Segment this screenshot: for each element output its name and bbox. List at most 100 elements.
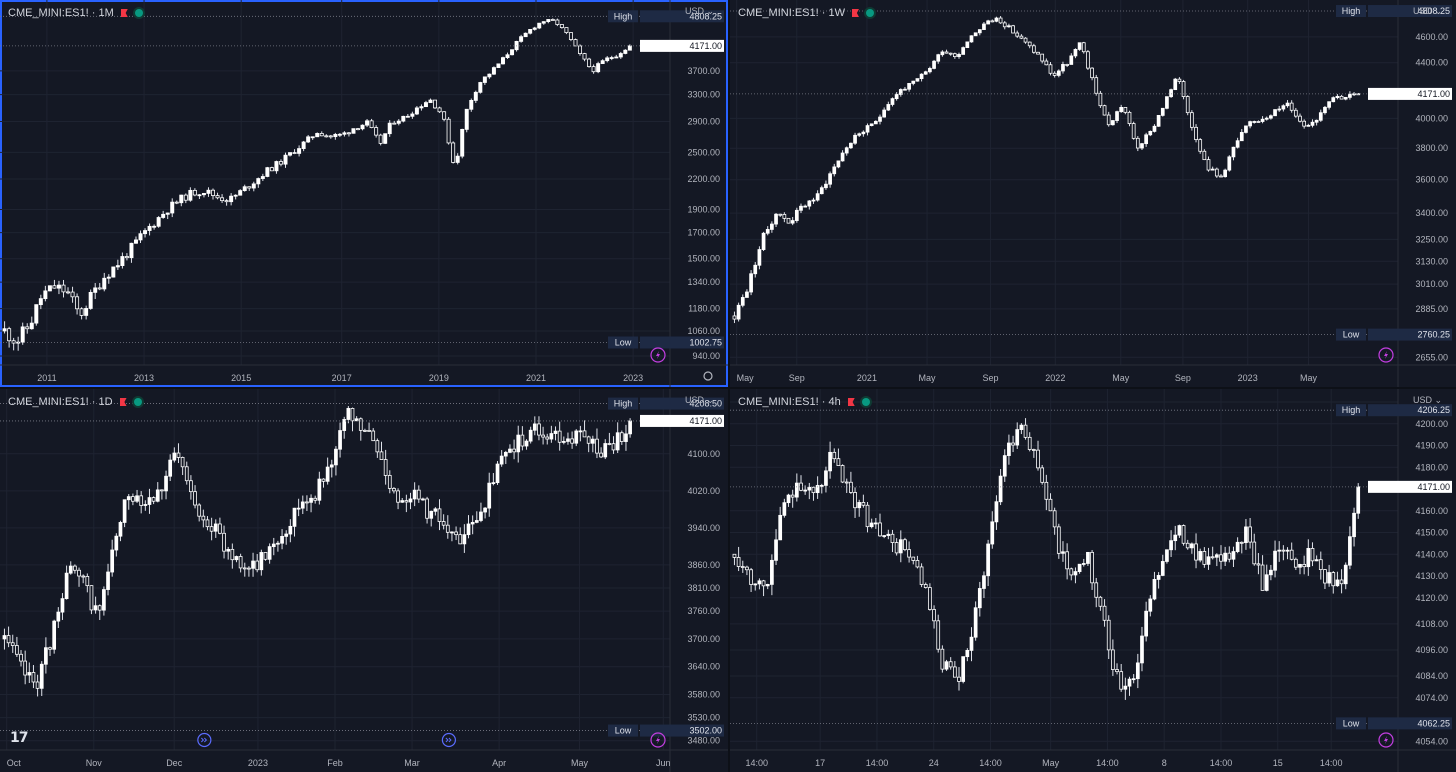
flag-icon[interactable] [851, 9, 859, 17]
candle [1094, 577, 1099, 608]
candle [923, 70, 928, 75]
candle [790, 489, 795, 508]
symbol-label[interactable]: CME_MINI:ES1! · 4h [738, 396, 841, 408]
candle [222, 525, 226, 559]
candle [1098, 90, 1103, 108]
candle [234, 555, 239, 563]
candlestick-chart[interactable]: 4600.00 4400.00 4000.00 3800.00 3600.00 3400.… [730, 0, 1456, 387]
candle [982, 21, 986, 30]
y-tick-label: 1340.00 [687, 277, 720, 287]
flag-icon[interactable] [847, 398, 855, 406]
candle [618, 51, 623, 59]
candle [84, 305, 89, 320]
candle [455, 153, 460, 165]
flag-icon[interactable] [120, 9, 128, 17]
y-tick-label: 2500.00 [687, 147, 720, 157]
chart-pane-4h[interactable]: 4200.00 4190.00 4180.00 4160.00 4150.00 4140.… [730, 389, 1456, 772]
chart-title[interactable]: CME_MINI:ES1! · 1W [738, 7, 874, 19]
candle [460, 128, 465, 159]
candle [607, 432, 612, 446]
candle [469, 98, 474, 112]
lightning-icon[interactable] [1378, 732, 1394, 748]
candlestick-chart[interactable]: 3700.00 3300.00 2900.00 2500.00 2200.00 1900.… [0, 0, 728, 387]
candle [206, 187, 211, 197]
symbol-label[interactable]: CME_MINI:ES1! · 1M [8, 7, 114, 19]
chart-pane-monthly[interactable]: 3700.00 3300.00 2900.00 2500.00 2200.00 1900.… [0, 0, 728, 387]
market-open-icon [133, 398, 142, 406]
candle [1252, 120, 1257, 124]
trading-view-logo-icon[interactable]: 17 [10, 730, 29, 746]
candle [1339, 94, 1344, 100]
candle [1040, 464, 1045, 485]
replay-icon[interactable] [441, 732, 456, 748]
chart-title[interactable]: CME_MINI:ES1! · 4h [738, 396, 870, 408]
replay-icon[interactable] [197, 732, 212, 748]
candle [853, 487, 857, 518]
x-tick-label: May [919, 373, 937, 383]
candle [940, 50, 945, 57]
y-tick-label: 1900.00 [687, 205, 720, 215]
candle [81, 574, 86, 584]
candle [410, 111, 415, 119]
settings-icon[interactable] [703, 371, 713, 381]
candle [405, 114, 410, 118]
chart-title[interactable]: CME_MINI:ES1! · 1M [8, 7, 143, 19]
x-tick-label: 8 [1162, 758, 1167, 768]
candle [1086, 50, 1090, 70]
candle [143, 500, 148, 511]
candle [832, 163, 837, 177]
candle [184, 461, 189, 485]
candle [503, 450, 508, 464]
candle [932, 59, 936, 70]
lightning-icon[interactable] [650, 732, 666, 748]
candlestick-chart[interactable]: 4100.00 4020.00 3940.00 3860.00 3810.00 3760.… [0, 389, 728, 772]
candle [1011, 24, 1015, 34]
candle [1293, 557, 1298, 570]
candle [325, 457, 330, 485]
candle [1269, 564, 1273, 581]
y-tick-label: 4074.00 [1415, 693, 1448, 703]
candle [39, 661, 44, 697]
candle [338, 422, 342, 458]
candle [878, 114, 882, 125]
currency-menu[interactable]: USD ⌄ [684, 395, 714, 405]
candle [1190, 542, 1194, 554]
chart-pane-daily[interactable]: 4100.00 4020.00 3940.00 3860.00 3810.00 3760.… [0, 389, 728, 772]
chart-pane-weekly[interactable]: 4600.00 4400.00 4000.00 3800.00 3600.00 3400.… [730, 0, 1456, 387]
candle [528, 426, 533, 444]
candle [412, 482, 417, 507]
candle [10, 634, 15, 653]
symbol-label[interactable]: CME_MINI:ES1! · 1D [8, 396, 113, 408]
candle [898, 88, 903, 97]
candle [936, 614, 941, 653]
candle [749, 567, 753, 593]
candle [342, 416, 347, 439]
grid-lines [730, 0, 1398, 365]
candle [815, 476, 820, 499]
currency-menu[interactable]: USD ⌄ [1412, 6, 1442, 16]
candle [147, 488, 152, 514]
candle [546, 19, 551, 24]
candle [152, 224, 157, 230]
candle [932, 605, 936, 629]
y-tick-label: 2200.00 [687, 174, 720, 184]
candle [288, 152, 293, 157]
currency-menu[interactable]: USD ⌄ [684, 6, 714, 16]
candle [19, 650, 23, 667]
candle [615, 422, 620, 454]
candle [334, 446, 338, 476]
candle [794, 473, 799, 502]
lightning-icon[interactable] [1378, 347, 1394, 363]
candle [106, 563, 110, 596]
currency-menu[interactable]: USD ⌄ [1412, 395, 1442, 405]
candle [505, 52, 510, 59]
x-tick-label: 14:00 [1320, 758, 1343, 768]
candlestick-chart[interactable]: 4200.00 4190.00 4180.00 4160.00 4150.00 4140.… [730, 389, 1456, 772]
candle [288, 519, 293, 543]
grid-lines [0, 389, 670, 750]
lightning-icon[interactable] [650, 347, 666, 363]
symbol-label[interactable]: CME_MINI:ES1! · 1W [738, 7, 845, 19]
chart-title[interactable]: CME_MINI:ES1! · 1D [8, 396, 142, 408]
candle [1210, 546, 1215, 560]
flag-icon[interactable] [119, 398, 127, 406]
